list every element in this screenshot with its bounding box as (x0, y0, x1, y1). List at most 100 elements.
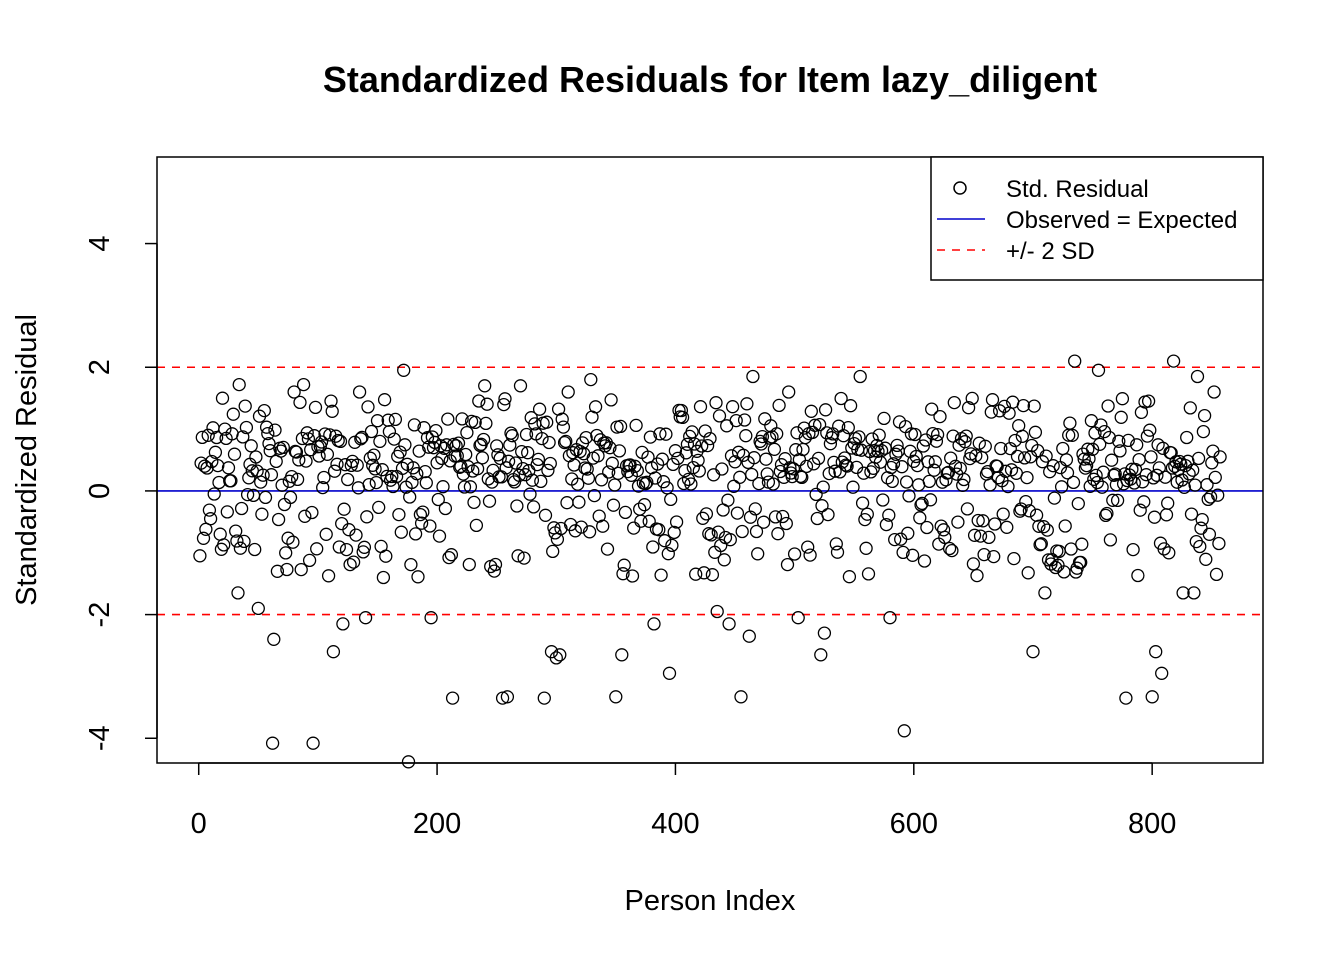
data-point (430, 456, 444, 470)
data-point (947, 395, 961, 410)
data-point (959, 429, 973, 443)
data-point (325, 404, 339, 418)
data-point (817, 626, 832, 640)
data-point (296, 377, 311, 392)
data-point (1201, 492, 1215, 507)
data-point (244, 439, 258, 453)
data-point (349, 528, 363, 542)
data-point (220, 505, 234, 519)
data-point (1203, 490, 1218, 504)
data-point (969, 449, 983, 463)
data-point (463, 480, 478, 494)
legend-label-residual: Std. Residual (1006, 176, 1149, 203)
data-point (1162, 546, 1176, 560)
data-point (557, 435, 572, 450)
data-point (739, 429, 753, 443)
data-point (310, 542, 324, 556)
data-point (392, 507, 406, 522)
data-point (357, 540, 372, 554)
data-point (248, 542, 262, 557)
data-point (224, 474, 238, 488)
data-point (232, 377, 246, 392)
data-point (782, 385, 796, 399)
data-point (1032, 519, 1046, 533)
data-point (497, 397, 511, 412)
data-point (442, 550, 456, 565)
data-point (1090, 475, 1104, 490)
data-point (728, 455, 742, 469)
data-point (286, 535, 300, 549)
data-point (198, 459, 212, 473)
data-point (795, 470, 809, 485)
data-point (1139, 468, 1153, 482)
data-point (1187, 586, 1201, 600)
data-point (615, 648, 629, 662)
data-point (336, 617, 350, 631)
data-point (1190, 369, 1205, 384)
data-point (581, 471, 596, 485)
data-point (1125, 462, 1139, 476)
data-point (1095, 480, 1109, 494)
data-point (655, 452, 669, 466)
data-point (888, 532, 902, 547)
data-point (722, 617, 736, 631)
data-point (1038, 586, 1052, 600)
data-point (292, 453, 306, 467)
data-point (370, 414, 385, 428)
data-point (608, 478, 622, 492)
data-point (490, 439, 504, 453)
data-point (712, 409, 727, 423)
data-point (218, 422, 232, 436)
data-point (605, 456, 619, 470)
data-point (572, 495, 586, 509)
data-point (283, 490, 298, 505)
data-point (967, 528, 982, 542)
data-point (961, 401, 976, 415)
data-point (360, 510, 374, 524)
data-point (876, 493, 890, 507)
data-point (1196, 424, 1211, 439)
data-point (243, 457, 257, 471)
data-point (410, 467, 424, 481)
data-point (312, 449, 326, 463)
data-point (733, 470, 747, 484)
data-point (455, 412, 469, 426)
data-point (449, 439, 463, 453)
data-point (804, 404, 818, 418)
data-point (259, 420, 274, 434)
data-point (444, 548, 459, 562)
data-point (944, 451, 958, 465)
data-point (196, 531, 211, 545)
data-point (709, 396, 723, 410)
data-point (772, 398, 786, 413)
data-point (756, 515, 771, 529)
x-tick-label: 600 (890, 808, 938, 840)
data-point (254, 475, 268, 489)
data-point (538, 508, 553, 522)
data-point (432, 529, 447, 543)
data-point (333, 434, 348, 449)
data-point (1158, 470, 1172, 484)
data-point (515, 444, 529, 459)
data-point (710, 604, 724, 619)
data-point (382, 424, 397, 439)
data-point (1137, 495, 1151, 509)
data-point (523, 487, 537, 501)
data-point (530, 457, 544, 472)
data-point (453, 460, 467, 474)
data-point (215, 391, 230, 405)
data-point (929, 434, 944, 448)
data-point (873, 455, 888, 469)
data-point (201, 428, 215, 442)
data-point (209, 430, 224, 445)
data-point (1075, 537, 1089, 551)
data-point (970, 568, 984, 583)
data-point (203, 512, 218, 526)
data-point (638, 477, 653, 491)
data-point (882, 508, 896, 522)
data-point (908, 427, 922, 442)
data-point (1126, 542, 1140, 557)
data-point (902, 489, 916, 503)
data-point (346, 555, 361, 569)
